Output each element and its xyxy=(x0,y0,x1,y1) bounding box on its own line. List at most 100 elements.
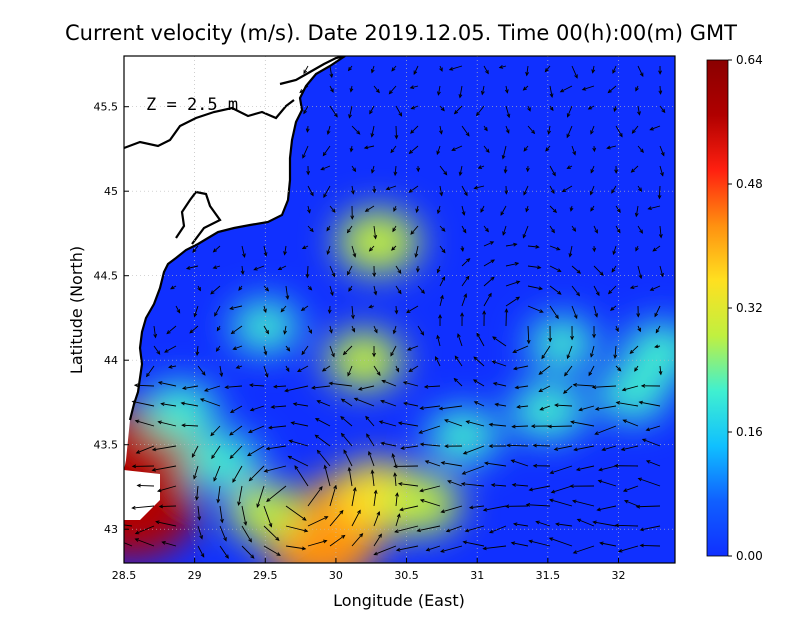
velocity-arrow xyxy=(181,385,199,390)
velocity-arrow xyxy=(635,85,639,92)
velocity-arrow xyxy=(539,405,551,411)
velocity-arrow xyxy=(297,365,309,372)
velocity-arrow xyxy=(283,325,287,335)
velocity-arrow xyxy=(473,185,485,190)
velocity-arrow xyxy=(527,305,544,313)
velocity-arrow xyxy=(372,265,377,278)
velocity-arrow xyxy=(395,513,401,527)
velocity-arrow xyxy=(241,505,248,526)
velocity-arrow xyxy=(447,480,463,487)
velocity-arrow xyxy=(316,400,331,407)
velocity-arrow xyxy=(571,499,595,507)
velocity-arrow xyxy=(263,505,273,528)
velocity-arrow xyxy=(229,445,243,459)
velocity-arrow xyxy=(477,165,485,169)
velocity-arrow xyxy=(549,165,556,177)
velocity-arrow xyxy=(561,185,573,193)
velocity-arrow xyxy=(311,385,331,390)
velocity-arrow xyxy=(555,522,573,527)
velocity-arrow xyxy=(301,345,309,356)
velocity-arrow xyxy=(370,65,375,74)
velocity-arrow xyxy=(614,523,639,528)
velocity-arrow xyxy=(191,445,199,458)
velocity-arrow xyxy=(167,364,177,369)
velocity-arrow xyxy=(607,85,617,94)
x-tick-label: 31.5 xyxy=(536,569,561,582)
velocity-arrow xyxy=(514,385,529,390)
velocity-arrow xyxy=(124,524,133,527)
velocity-arrow xyxy=(195,485,199,501)
velocity-arrow xyxy=(639,543,661,548)
velocity-arrow xyxy=(527,244,540,249)
velocity-arrow xyxy=(525,65,530,77)
velocity-arrow xyxy=(597,479,617,487)
x-tick-label: 32 xyxy=(611,569,625,582)
velocity-arrow xyxy=(266,485,287,502)
velocity-arrow xyxy=(549,465,573,475)
velocity-arrow xyxy=(302,145,309,159)
velocity-arrow xyxy=(637,265,643,280)
velocity-arrow xyxy=(300,305,309,311)
velocity-arrow xyxy=(599,541,617,547)
velocity-arrow xyxy=(482,505,507,512)
velocity-arrow xyxy=(395,285,402,295)
velocity-arrow xyxy=(571,145,576,156)
velocity-arrow xyxy=(408,365,419,373)
velocity-arrow xyxy=(253,265,265,271)
velocity-arrow xyxy=(461,275,470,287)
coastline-lagoon xyxy=(175,190,222,245)
velocity-arrow xyxy=(549,245,561,251)
velocity-arrow xyxy=(439,105,445,112)
velocity-arrow xyxy=(570,325,575,341)
velocity-arrow xyxy=(392,325,397,335)
velocity-arrow xyxy=(436,145,441,156)
velocity-arrow xyxy=(347,265,353,276)
velocity-arrow xyxy=(348,105,353,119)
velocity-arrow xyxy=(340,416,353,427)
velocity-arrow xyxy=(460,312,464,327)
velocity-arrow xyxy=(593,305,599,318)
velocity-arrow xyxy=(263,345,268,356)
velocity-arrow xyxy=(329,85,334,93)
velocity-arrow xyxy=(483,145,490,154)
velocity-arrow xyxy=(564,365,573,377)
velocity-arrow xyxy=(568,245,573,258)
velocity-arrow xyxy=(216,485,221,504)
velocity-arrow xyxy=(631,125,639,134)
x-tick-label: 31 xyxy=(470,569,484,582)
velocity-arrow xyxy=(307,225,314,233)
velocity-arrow xyxy=(436,334,441,347)
velocity-arrow xyxy=(241,545,255,559)
velocity-arrow xyxy=(306,165,311,176)
velocity-arrow xyxy=(415,205,420,214)
velocity-arrow xyxy=(635,504,661,509)
velocity-arrow xyxy=(357,385,375,391)
velocity-arrow xyxy=(197,505,202,521)
velocity-arrow xyxy=(135,445,155,454)
velocity-arrow xyxy=(195,345,200,356)
y-tick-label: 44 xyxy=(104,354,118,367)
coastline xyxy=(124,56,346,421)
velocity-arrow xyxy=(294,465,309,487)
velocity-arrow xyxy=(153,325,158,339)
velocity-arrow xyxy=(385,185,397,191)
velocity-arrow xyxy=(288,439,309,447)
velocity-arrow xyxy=(465,420,485,427)
velocity-arrow xyxy=(373,85,380,94)
x-tick-label: 30.5 xyxy=(394,569,419,582)
velocity-arrow xyxy=(373,365,381,376)
velocity-arrow xyxy=(549,305,559,320)
velocity-arrow xyxy=(549,285,562,295)
colorbar-tick-label: 0.32 xyxy=(736,301,763,315)
velocity-arrow xyxy=(571,265,582,274)
velocity-arrow xyxy=(353,397,375,407)
velocity-arrow xyxy=(592,520,617,527)
velocity-arrow xyxy=(505,280,521,287)
velocity-arrow xyxy=(468,505,485,510)
velocity-arrow xyxy=(351,325,356,333)
velocity-arrow xyxy=(241,245,246,258)
velocity-arrow xyxy=(329,265,336,278)
velocity-arrow xyxy=(151,465,177,472)
velocity-arrow xyxy=(569,205,574,212)
velocity-arrow xyxy=(613,463,639,468)
